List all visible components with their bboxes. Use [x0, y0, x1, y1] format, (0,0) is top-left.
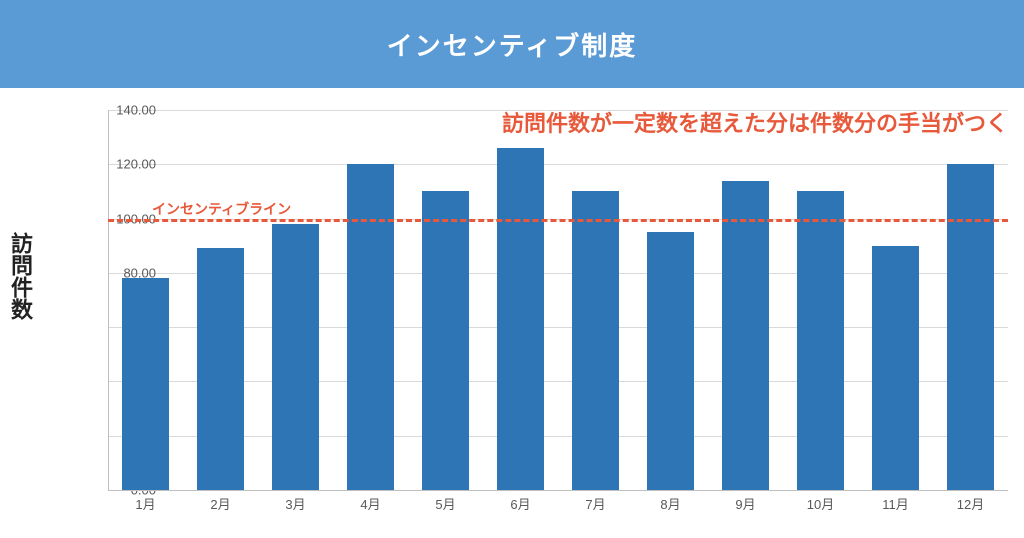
grid-line	[108, 164, 1008, 165]
x-tick-label: 5月	[435, 494, 455, 513]
x-tick-label: 4月	[360, 494, 380, 513]
bar	[722, 181, 769, 490]
x-tick-label: 6月	[510, 494, 530, 513]
bar	[272, 224, 319, 490]
bar	[797, 191, 844, 490]
x-axis-line	[108, 490, 1008, 491]
page-title: インセンティブ制度	[387, 26, 637, 63]
y-axis-line	[108, 110, 109, 490]
bar	[647, 232, 694, 490]
threshold-line	[108, 219, 1008, 222]
x-tick-label: 9月	[735, 494, 755, 513]
x-tick-label: 2月	[210, 494, 230, 513]
threshold-label: インセンティブライン	[152, 199, 291, 219]
bar	[122, 278, 169, 490]
grid-line	[108, 110, 1008, 111]
bar	[947, 164, 994, 490]
x-tick-label: 1月	[135, 494, 155, 513]
bar	[347, 164, 394, 490]
bar	[497, 148, 544, 490]
bar	[422, 191, 469, 490]
x-tick-label: 11月	[882, 494, 909, 513]
plot-area: 0.0020.0040.0060.0080.00100.00120.00140.…	[108, 110, 1008, 490]
bar	[872, 246, 919, 490]
y-axis-label: 訪問件数	[4, 232, 36, 320]
header-banner: インセンティブ制度	[0, 0, 1024, 88]
chart-container: 訪問件数が一定数を超えた分は件数分の手当がつく 0.0020.0040.0060…	[54, 100, 1014, 520]
x-tick-label: 7月	[585, 494, 605, 513]
bar	[197, 248, 244, 490]
bar	[572, 191, 619, 490]
y-tick-label: 140.00	[106, 103, 156, 118]
x-tick-label: 3月	[285, 494, 305, 513]
x-tick-label: 10月	[807, 494, 834, 513]
x-tick-label: 8月	[660, 494, 680, 513]
y-tick-label: 120.00	[106, 157, 156, 172]
x-tick-label: 12月	[957, 494, 984, 513]
